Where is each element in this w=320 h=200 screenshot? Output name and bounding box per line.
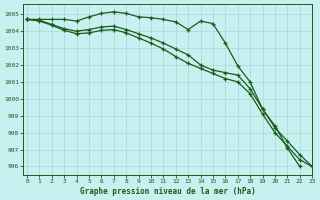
X-axis label: Graphe pression niveau de la mer (hPa): Graphe pression niveau de la mer (hPa) (80, 187, 256, 196)
